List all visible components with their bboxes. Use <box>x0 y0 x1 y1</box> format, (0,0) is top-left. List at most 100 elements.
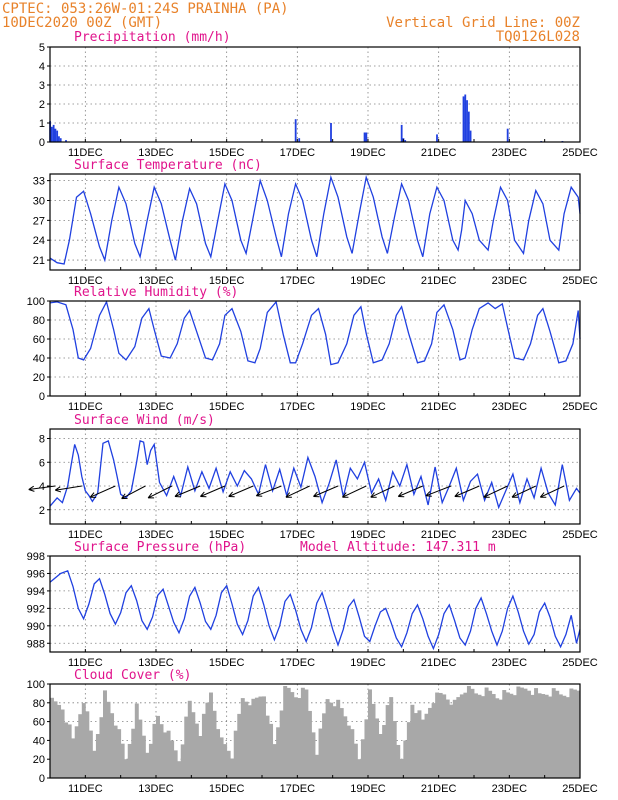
wind-wind-arrow <box>54 485 82 493</box>
cloud-cover-bar <box>548 696 553 778</box>
pressure-ytick-label: 990 <box>27 621 45 633</box>
cloud-cover-bar <box>322 713 327 778</box>
cloud-cover-bar <box>145 752 150 778</box>
humidity-ytick-label: 0 <box>39 391 45 403</box>
temperature-xtick-label: 21DEC <box>421 275 457 287</box>
temperature-ytick-label: 30 <box>33 195 45 207</box>
cloud-cover-bar <box>247 705 252 778</box>
cloud-cover-bar <box>530 694 535 778</box>
cloud-cover-bar <box>332 706 337 778</box>
cloud-cover-bar <box>78 714 83 778</box>
precipitation-bar <box>363 132 366 142</box>
precipitation-bar <box>400 124 403 142</box>
wind-xtick-label: 17DEC <box>280 529 316 541</box>
cloud-cover-xtick-label: 11DEC <box>68 783 103 795</box>
cloud-cover-bar <box>163 732 168 778</box>
pressure-title: Surface Pressure (hPa) <box>74 540 246 555</box>
cloud-cover-bar <box>445 699 450 778</box>
cloud-cover-bar <box>495 698 500 778</box>
cloud-cover-bar <box>198 736 203 778</box>
cloud-cover-bar <box>484 687 489 778</box>
wind-ytick-label: 6 <box>39 457 45 469</box>
cloud-cover-bar <box>141 735 146 778</box>
cloud-cover-bar <box>244 701 249 778</box>
chart-panels: 0 1 2 3 4 5 11DEC 13DEC 15DEC 17DEC 19DEC 21DEC 23DE… <box>27 42 598 795</box>
cloud-cover-bar <box>127 743 132 778</box>
cloud-cover-bar <box>551 688 556 778</box>
pressure-ytick-label: 994 <box>27 586 45 598</box>
precipitation-bar <box>330 123 332 142</box>
pressure-ytick-label: 992 <box>27 603 45 615</box>
cloud-cover-bar <box>212 710 217 778</box>
cloud-cover-bar <box>194 723 199 778</box>
wind-wind-arrow <box>255 485 282 497</box>
humidity-ytick-label: 40 <box>33 353 45 365</box>
cloud-cover-title: Cloud Cover (%) <box>74 668 191 683</box>
cloud-cover-bar <box>558 694 563 778</box>
wind-ytick-label: 4 <box>39 481 45 493</box>
cloud-cover-bar <box>364 719 369 778</box>
precipitation-bar <box>464 94 467 142</box>
cloud-cover-bar <box>57 704 62 778</box>
cloud-cover-bar <box>67 724 72 778</box>
cloud-cover-bar <box>88 730 93 778</box>
cloud-cover-bar <box>544 694 549 778</box>
precipitation-bar <box>506 128 509 142</box>
temperature-xtick-label: 13DEC <box>138 275 174 287</box>
cloud-cover-bar <box>184 716 189 778</box>
wind-xtick-label: 25DEC <box>562 529 598 541</box>
cloud-cover-bar <box>392 721 397 778</box>
header-date: 10DEC2020 00Z (GMT) <box>2 15 162 31</box>
humidity-ytick-label: 20 <box>33 372 45 384</box>
precipitation-bar <box>58 136 60 142</box>
precipitation-title: Precipitation (mm/h) <box>74 30 231 45</box>
wind-ytick-label: 8 <box>39 434 45 446</box>
cloud-cover-bar <box>565 697 570 778</box>
pressure-xtick-label: 23DEC <box>492 657 528 669</box>
cloud-cover-bar <box>50 697 54 778</box>
cloud-cover-bar <box>378 734 383 778</box>
pressure-ytick-label: 998 <box>27 551 45 563</box>
cloud-cover-bar <box>106 701 111 778</box>
precipitation-bar <box>52 124 55 142</box>
cloud-cover-bar <box>307 710 312 778</box>
precipitation-bar <box>50 126 53 142</box>
precipitation-ytick-label: 2 <box>39 99 45 111</box>
cloud-cover-bar <box>131 728 136 778</box>
cloud-cover-xtick-label: 17DEC <box>280 783 316 795</box>
cloud-cover-bar <box>173 750 178 778</box>
cloud-cover-bar <box>569 688 574 778</box>
cloud-cover-bar <box>491 694 496 778</box>
precipitation-frame <box>49 46 581 143</box>
cloud-cover-bar <box>463 692 468 778</box>
cloud-cover-bar <box>99 717 104 778</box>
cloud-cover-bar <box>216 729 221 778</box>
cloud-cover-bar <box>276 727 281 778</box>
cloud-cover-bar <box>572 689 577 778</box>
pressure-panel: 988 990 992 994 996 998 11DEC 13DEC 15DEC 17DEC 19… <box>27 551 598 669</box>
cloud-cover-bar <box>537 693 542 778</box>
cloud-cover-bar <box>353 743 358 778</box>
cloud-cover-bar <box>53 701 58 778</box>
temperature-ytick-label: 21 <box>33 255 45 267</box>
cloud-cover-bar <box>438 692 443 778</box>
cloud-cover-bar <box>134 703 139 778</box>
precipitation-xtick-label: 23DEC <box>492 147 528 159</box>
wind-wind-arrow <box>147 485 173 499</box>
precipitation-bar <box>294 119 297 142</box>
cloud-cover-bar <box>502 690 507 778</box>
cloud-cover-bar <box>417 710 422 778</box>
temperature-title: Surface Temperature (nC) <box>74 158 262 173</box>
cloud-cover-bar <box>219 737 224 778</box>
pressure-xtick-label: 13DEC <box>138 657 174 669</box>
humidity-panel: 0 20 40 60 80 100 11DEC 13DEC 15DEC 17DEC 19DEC 21D… <box>27 296 598 413</box>
cloud-cover-bar <box>435 692 440 778</box>
cloud-cover-bar <box>375 718 380 778</box>
precipitation-bar <box>59 138 62 142</box>
cloud-cover-bar <box>339 708 344 778</box>
cloud-cover-bar <box>452 699 457 778</box>
precipitation-ytick-label: 0 <box>39 137 45 149</box>
temperature-xtick-label: 25DEC <box>562 275 598 287</box>
cloud-cover-bar <box>170 740 175 778</box>
cloud-cover-bar <box>488 690 493 778</box>
